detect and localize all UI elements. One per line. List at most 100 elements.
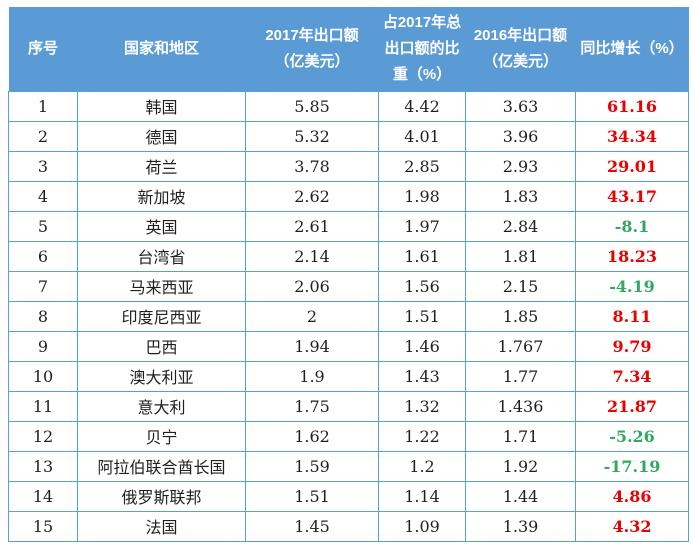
cell-yoy_growth: -17.19 <box>575 450 689 482</box>
cell-country: 新加坡 <box>77 180 246 212</box>
cell-share_2017: 4.01 <box>378 120 466 152</box>
cell-index: 8 <box>8 300 78 332</box>
cell-export_2017: 3.78 <box>245 150 379 182</box>
cell-share_2017: 1.97 <box>378 210 466 242</box>
cell-export_2017: 5.32 <box>245 120 379 152</box>
cell-yoy_growth: 8.11 <box>575 300 689 332</box>
cell-index: 7 <box>8 270 78 302</box>
table-row: 11 意大利 1.75 1.32 1.436 21.87 <box>8 390 689 422</box>
cell-share_2017: 1.22 <box>378 420 466 452</box>
table-body: 1 韩国 5.85 4.42 3.63 61.16 2 德国 5.32 4.01 3.96 34.34… <box>8 90 689 542</box>
cell-index: 5 <box>8 210 78 242</box>
cell-yoy_growth: -8.1 <box>575 210 689 242</box>
cell-yoy_growth: 9.79 <box>575 330 689 362</box>
cell-yoy_growth: 4.86 <box>575 480 689 512</box>
column-header-country: 国家和地区 <box>77 7 246 91</box>
cell-share_2017: 1.56 <box>378 270 466 302</box>
cell-export_2016: 1.44 <box>465 480 576 512</box>
column-header-export_2016: 2016年出口额 （亿美元） <box>465 7 576 91</box>
cell-share_2017: 1.09 <box>378 510 466 542</box>
column-header-export_2017: 2017年出口额 （亿美元） <box>245 7 379 91</box>
cell-yoy_growth: 29.01 <box>575 150 689 182</box>
cell-yoy_growth: 21.87 <box>575 390 689 422</box>
cell-yoy_growth: 4.32 <box>575 510 689 542</box>
cell-country: 荷兰 <box>77 150 246 182</box>
export-table-container: 序号 国家和地区 2017年出口额 （亿美元） 占2017年总 出口额的比 重（%） 2… <box>8 7 689 542</box>
cell-export_2016: 1.85 <box>465 300 576 332</box>
cell-export_2016: 1.436 <box>465 390 576 422</box>
cell-share_2017: 2.85 <box>378 150 466 182</box>
table-row: 6 台湾省 2.14 1.61 1.81 18.23 <box>8 240 689 272</box>
cell-export_2017: 1.59 <box>245 450 379 482</box>
cell-index: 9 <box>8 330 78 362</box>
cell-export_2017: 1.45 <box>245 510 379 542</box>
cell-yoy_growth: 7.34 <box>575 360 689 392</box>
cell-index: 14 <box>8 480 78 512</box>
cell-export_2016: 1.81 <box>465 240 576 272</box>
cell-export_2017: 1.62 <box>245 420 379 452</box>
cell-export_2016: 1.39 <box>465 510 576 542</box>
export-statistics-table: 序号 国家和地区 2017年出口额 （亿美元） 占2017年总 出口额的比 重（%） 2… <box>8 7 689 542</box>
column-header-share_2017: 占2017年总 出口额的比 重（%） <box>378 7 466 91</box>
cell-share_2017: 1.43 <box>378 360 466 392</box>
cell-yoy_growth: 34.34 <box>575 120 689 152</box>
cell-export_2017: 2.06 <box>245 270 379 302</box>
cell-export_2016: 1.83 <box>465 180 576 212</box>
table-row: 1 韩国 5.85 4.42 3.63 61.16 <box>8 90 689 122</box>
table-row: 5 英国 2.61 1.97 2.84 -8.1 <box>8 210 689 242</box>
cell-yoy_growth: -4.19 <box>575 270 689 302</box>
cell-export_2017: 2 <box>245 300 379 332</box>
cell-export_2017: 1.51 <box>245 480 379 512</box>
cell-index: 13 <box>8 450 78 482</box>
cell-export_2016: 1.767 <box>465 330 576 362</box>
cell-export_2016: 2.84 <box>465 210 576 242</box>
table-header: 序号 国家和地区 2017年出口额 （亿美元） 占2017年总 出口额的比 重（%） 2… <box>8 7 689 91</box>
cell-country: 俄罗斯联邦 <box>77 480 246 512</box>
table-row: 3 荷兰 3.78 2.85 2.93 29.01 <box>8 150 689 182</box>
cell-export_2017: 2.62 <box>245 180 379 212</box>
cell-index: 12 <box>8 420 78 452</box>
cell-export_2017: 2.61 <box>245 210 379 242</box>
table-row: 2 德国 5.32 4.01 3.96 34.34 <box>8 120 689 152</box>
cell-index: 2 <box>8 120 78 152</box>
cell-country: 澳大利亚 <box>77 360 246 392</box>
cell-country: 德国 <box>77 120 246 152</box>
table-row: 12 贝宁 1.62 1.22 1.71 -5.26 <box>8 420 689 452</box>
cell-index: 4 <box>8 180 78 212</box>
cell-index: 10 <box>8 360 78 392</box>
cell-country: 巴西 <box>77 330 246 362</box>
cell-export_2017: 1.9 <box>245 360 379 392</box>
cell-export_2016: 1.77 <box>465 360 576 392</box>
cell-country: 台湾省 <box>77 240 246 272</box>
table-row: 15 法国 1.45 1.09 1.39 4.32 <box>8 510 689 542</box>
table-row: 9 巴西 1.94 1.46 1.767 9.79 <box>8 330 689 362</box>
cell-country: 马来西亚 <box>77 270 246 302</box>
table-row: 8 印度尼西亚 2 1.51 1.85 8.11 <box>8 300 689 332</box>
cell-country: 意大利 <box>77 390 246 422</box>
cell-share_2017: 1.51 <box>378 300 466 332</box>
cell-share_2017: 1.2 <box>378 450 466 482</box>
cell-export_2017: 1.75 <box>245 390 379 422</box>
column-header-yoy_growth: 同比增长（%） <box>575 7 689 91</box>
cell-share_2017: 1.98 <box>378 180 466 212</box>
cell-export_2017: 5.85 <box>245 90 379 122</box>
cell-country: 贝宁 <box>77 420 246 452</box>
cell-share_2017: 1.46 <box>378 330 466 362</box>
cell-index: 1 <box>8 90 78 122</box>
table-row: 10 澳大利亚 1.9 1.43 1.77 7.34 <box>8 360 689 392</box>
cell-country: 法国 <box>77 510 246 542</box>
table-row: 4 新加坡 2.62 1.98 1.83 43.17 <box>8 180 689 212</box>
table-row: 13 阿拉伯联合酋长国 1.59 1.2 1.92 -17.19 <box>8 450 689 482</box>
cell-export_2017: 1.94 <box>245 330 379 362</box>
cell-index: 3 <box>8 150 78 182</box>
cell-export_2016: 1.71 <box>465 420 576 452</box>
cell-index: 6 <box>8 240 78 272</box>
cell-yoy_growth: -5.26 <box>575 420 689 452</box>
cell-share_2017: 1.32 <box>378 390 466 422</box>
cell-export_2017: 2.14 <box>245 240 379 272</box>
cell-share_2017: 1.14 <box>378 480 466 512</box>
table-header-row: 序号 国家和地区 2017年出口额 （亿美元） 占2017年总 出口额的比 重（%） 2… <box>8 7 689 91</box>
cell-country: 英国 <box>77 210 246 242</box>
cell-export_2016: 2.15 <box>465 270 576 302</box>
cell-country: 阿拉伯联合酋长国 <box>77 450 246 482</box>
